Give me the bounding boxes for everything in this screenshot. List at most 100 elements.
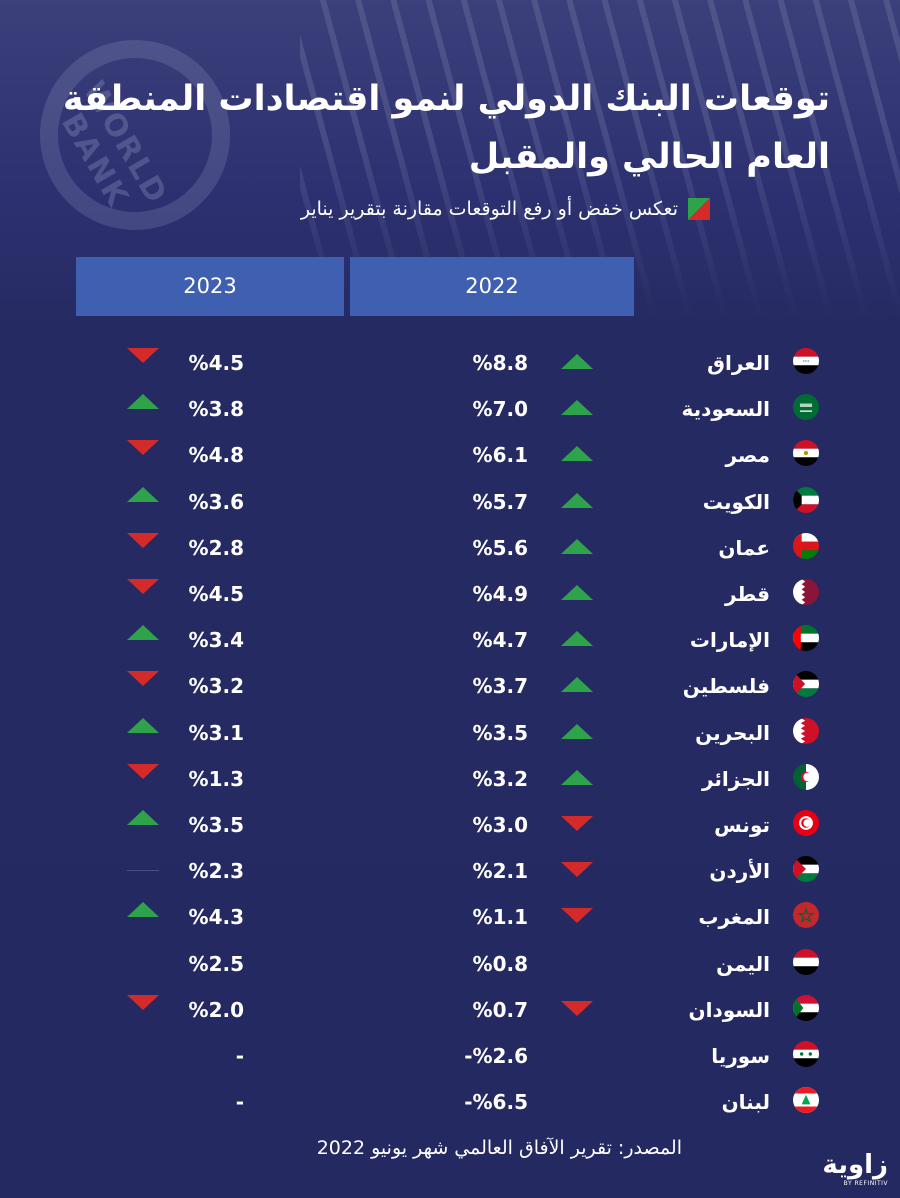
arrow-up-icon <box>561 354 593 369</box>
svg-text:***: *** <box>803 360 810 366</box>
arrow-up-icon <box>127 625 159 641</box>
forecast-2022-value: %3.0 <box>472 813 528 837</box>
table-row: لبنان -%6.5 - <box>0 1079 900 1125</box>
arrow-down-icon <box>561 816 593 831</box>
country-name: اليمن <box>716 951 770 976</box>
table-row: سوريا -%2.6 - <box>0 1033 900 1079</box>
forecast-2022-value: %0.8 <box>472 951 528 976</box>
forecast-2023-value: %2.8 <box>188 535 244 560</box>
palestine-flag-icon <box>793 671 819 698</box>
country-name: قطر <box>724 582 770 606</box>
table-row: *** العراق %8.8 %4.5 <box>0 340 900 386</box>
arrow-down-icon <box>127 440 159 456</box>
arrow-up-icon <box>561 492 593 508</box>
arrow-up-icon <box>127 486 159 502</box>
yemen-flag-icon <box>793 948 819 975</box>
forecast-2023-value: - <box>235 1044 244 1068</box>
forecast-2022-value: %4.7 <box>472 628 528 653</box>
morocco-flag-icon <box>793 902 819 929</box>
forecast-2023-value: %3.8 <box>188 397 244 422</box>
arrow-up-icon <box>561 631 593 647</box>
table-row: المغرب %1.1 %4.3 <box>0 894 900 940</box>
country-name: مصر <box>725 443 770 468</box>
table-row: البحرين %3.5 %3.1 <box>0 710 900 756</box>
arrow-down-icon <box>127 532 159 548</box>
arrow-up-icon <box>561 400 593 416</box>
country-name: سوريا <box>711 1044 770 1068</box>
country-name: المغرب <box>698 905 770 930</box>
page-title: توقعات البنك الدولي لنمو اقتصادات المنطق… <box>62 70 830 186</box>
arrow-down-icon <box>127 671 159 687</box>
forecast-2022-value: %4.9 <box>472 582 528 606</box>
egypt-flag-icon <box>793 440 819 467</box>
table-row: مصر %6.1 %4.8 <box>0 432 900 478</box>
country-name: السعودية <box>681 397 770 422</box>
country-name: الكويت <box>702 489 770 514</box>
country-name: تونس <box>714 813 770 837</box>
country-name: الجزائر <box>701 766 770 791</box>
table-row: السودان %0.7 %2.0 <box>0 987 900 1033</box>
arrow-down-icon <box>127 348 159 363</box>
arrow-up-icon <box>561 723 593 739</box>
table-row: الأردن %2.1 %2.3 <box>0 848 900 894</box>
title-line-1: توقعات البنك الدولي لنمو اقتصادات المنطق… <box>62 79 830 119</box>
forecast-2022-value: %5.6 <box>472 535 528 560</box>
country-name: فلسطين <box>682 674 770 699</box>
country-name: الأردن <box>709 859 770 884</box>
arrow-up-icon <box>127 810 159 825</box>
country-name: البحرين <box>695 720 770 745</box>
arrow-down-icon <box>127 763 159 779</box>
table-row: الكويت %5.7 %3.6 <box>0 479 900 525</box>
forecast-2022-value: %0.7 <box>472 997 528 1022</box>
kuwait-flag-icon <box>793 486 819 513</box>
country-name: العراق <box>707 351 770 375</box>
forecast-2022-value: %3.2 <box>472 766 528 791</box>
brand-subtitle: BY REFINITIV <box>843 1180 888 1187</box>
forecast-2023-value: %2.5 <box>188 951 244 976</box>
zawya-logo: زاوية BY REFINITIV <box>818 1150 888 1192</box>
forecast-2022-value: %8.8 <box>472 351 528 375</box>
country-name: السودان <box>688 997 770 1022</box>
forecast-2023-value: %4.5 <box>188 582 244 606</box>
arrow-up-icon <box>561 677 593 693</box>
forecast-2023-value: %4.8 <box>188 443 244 468</box>
table-row: فلسطين %3.7 %3.2 <box>0 663 900 709</box>
arrow-up-icon <box>561 769 593 785</box>
forecast-2023-value: %3.6 <box>188 489 244 514</box>
forecast-2023-value: %3.5 <box>188 813 244 837</box>
arrow-up-icon <box>561 446 593 462</box>
forecast-2023-value: - <box>235 1090 244 1115</box>
column-header-2022: 2022 <box>350 257 634 316</box>
tunisia-flag-icon <box>793 810 819 836</box>
legend-text: تعكس خفض أو رفع التوقعات مقارنة بتقرير ي… <box>300 198 678 220</box>
uae-flag-icon <box>793 625 819 652</box>
forecast-2023-value: %4.3 <box>188 905 244 930</box>
arrow-down-icon <box>561 908 593 924</box>
up-down-legend-icon <box>688 198 710 220</box>
table-row: الجزائر %3.2 %1.3 <box>0 756 900 802</box>
forecast-2022-value: %3.5 <box>472 720 528 745</box>
legend: تعكس خفض أو رفع التوقعات مقارنة بتقرير ي… <box>301 198 710 220</box>
brand-name: زاوية <box>822 1150 888 1180</box>
saudi-flag-icon <box>793 394 819 421</box>
arrow-up-icon <box>127 394 159 410</box>
forecast-2022-value: %5.7 <box>472 489 528 514</box>
forecast-2023-value: %3.2 <box>188 674 244 699</box>
forecast-2022-value: %1.1 <box>472 905 528 930</box>
qatar-flag-icon <box>793 579 819 605</box>
forecast-2023-value: %1.3 <box>188 766 244 791</box>
arrow-up-icon <box>561 585 593 600</box>
forecast-2023-value: %3.4 <box>188 628 244 653</box>
column-header-2023: 2023 <box>76 257 344 316</box>
forecast-2022-value: %2.1 <box>472 859 528 884</box>
title-line-2: العام الحالي والمقبل <box>468 137 830 177</box>
arrow-down-icon <box>561 862 593 878</box>
table-row: قطر %4.9 %4.5 <box>0 571 900 617</box>
sudan-flag-icon <box>793 994 819 1021</box>
arrow-down-icon <box>561 1000 593 1016</box>
forecast-2023-value: %2.3 <box>188 859 244 884</box>
country-name: الإمارات <box>689 628 770 653</box>
arrow-up-icon <box>127 717 159 733</box>
arrow-up-icon <box>127 902 159 918</box>
